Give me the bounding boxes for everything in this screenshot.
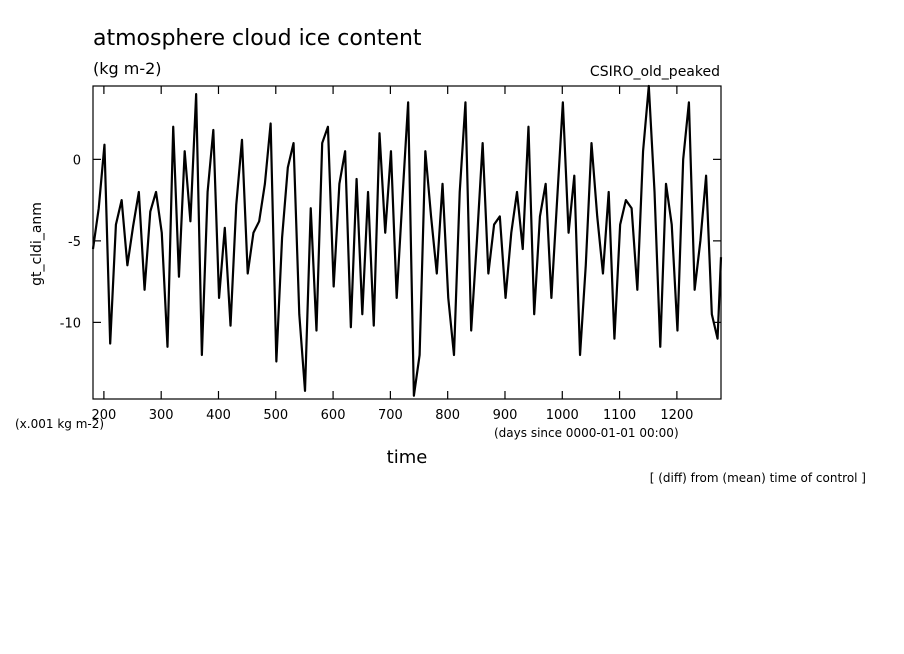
- y-axis-ticks: 0 -5 -10: [60, 153, 721, 331]
- x-tick-label: 900: [493, 408, 518, 423]
- x-tick-label: 600: [321, 408, 346, 423]
- x-tick-label: 300: [149, 408, 174, 423]
- model-label: CSIRO_old_peaked: [590, 64, 720, 80]
- x-axis-ticks: 200 300 400 500 600 700 800 900 1000 1100 1200: [91, 86, 693, 423]
- x-tick-label: 1200: [660, 408, 693, 423]
- y-tick-label: 0: [73, 153, 81, 168]
- y-axis-units: (x.001 kg m-2): [15, 417, 104, 431]
- x-axis-title: time: [387, 447, 428, 468]
- chart-units: (kg m-2): [93, 59, 162, 78]
- x-tick-label: 500: [263, 408, 288, 423]
- x-tick-label: 800: [435, 408, 460, 423]
- chart-title: atmosphere cloud ice content: [93, 26, 422, 51]
- y-tick-label: -5: [68, 235, 81, 250]
- y-axis-title: gt_cldi_anm: [29, 202, 45, 286]
- x-axis-units: (days since 0000-01-01 00:00): [494, 426, 679, 440]
- x-tick-label: 200: [91, 408, 116, 423]
- x-tick-label: 1000: [546, 408, 579, 423]
- series-line: [91, 84, 723, 397]
- plot-area: 0 -5 -10 200 300 400 500 600 700 800 900 1000 1100 1…: [60, 84, 723, 423]
- x-tick-label: 400: [206, 408, 231, 423]
- x-tick-label: 1100: [603, 408, 636, 423]
- x-tick-label: 700: [378, 408, 403, 423]
- diff-note: [ (diff) from (mean) time of control ]: [650, 471, 866, 485]
- y-tick-label: -10: [60, 316, 81, 331]
